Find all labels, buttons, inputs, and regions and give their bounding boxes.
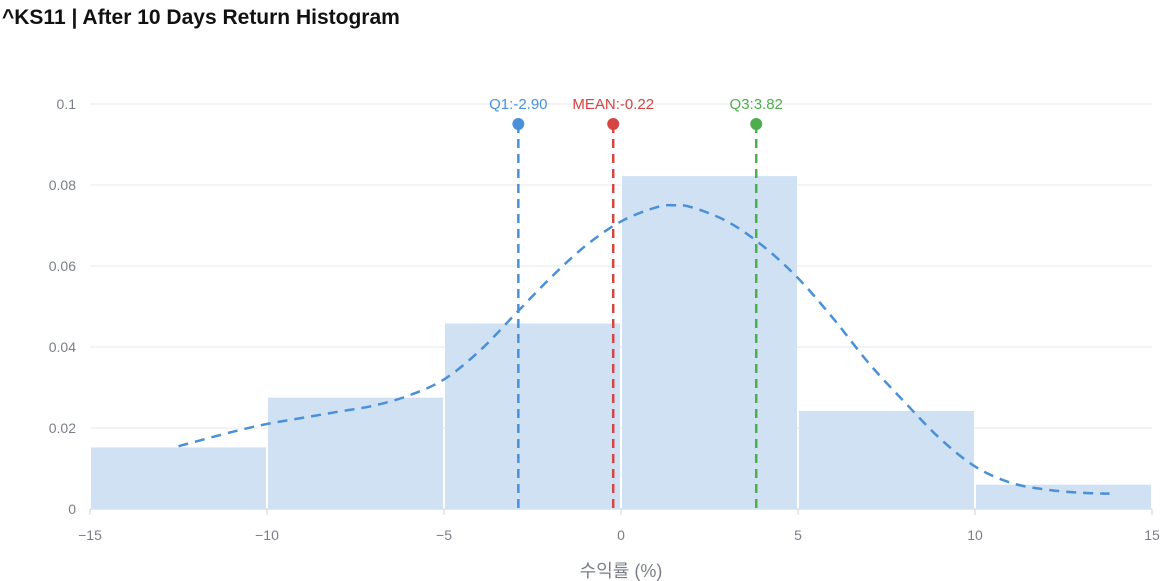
histogram-bar — [622, 176, 797, 509]
histogram-bar — [268, 397, 443, 509]
y-tick-label: 0.08 — [49, 177, 76, 193]
marker-lines: Q1:-2.90 MEAN:-0.22 Q3:3.82 — [489, 96, 783, 509]
y-tick-label: 0.06 — [49, 258, 76, 274]
x-tick-label: 10 — [967, 527, 983, 543]
y-axis-ticks: 0 0.02 0.04 0.06 0.08 0.1 — [49, 96, 76, 517]
density-curve — [178, 203, 1110, 495]
marker-dot — [512, 118, 525, 130]
x-tick-label: 5 — [794, 527, 802, 543]
x-axis-ticks: −15 −10 −5 0 5 10 15 — [78, 509, 1160, 543]
y-tick-label: 0.02 — [49, 420, 76, 436]
grid-lines — [90, 103, 1152, 510]
histogram-bar — [799, 410, 974, 509]
marker-label: Q3:3.82 — [730, 96, 783, 113]
x-tick-label: −10 — [255, 527, 279, 543]
x-axis-label: 수익률 (%) — [580, 561, 663, 581]
histogram-bar — [976, 484, 1151, 509]
y-tick-label: 0.04 — [49, 339, 76, 355]
density-curve-group — [178, 203, 1110, 495]
x-tick-label: −15 — [78, 527, 102, 543]
y-tick-label: 0 — [68, 501, 76, 517]
x-tick-label: 0 — [617, 527, 625, 543]
marker-label: MEAN:-0.22 — [572, 96, 654, 113]
marker-label: Q1:-2.90 — [489, 96, 547, 113]
marker-dot — [750, 118, 763, 130]
histogram-bar — [445, 323, 620, 509]
y-tick-label: 0.1 — [57, 96, 77, 112]
marker-dot — [607, 118, 620, 130]
x-tick-label: −5 — [436, 527, 452, 543]
x-tick-label: 15 — [1144, 527, 1160, 543]
histogram-bars — [91, 176, 1151, 509]
chart-title: ^KS11 | After 10 Days Return Histogram — [2, 6, 400, 29]
histogram-bar — [91, 447, 266, 509]
